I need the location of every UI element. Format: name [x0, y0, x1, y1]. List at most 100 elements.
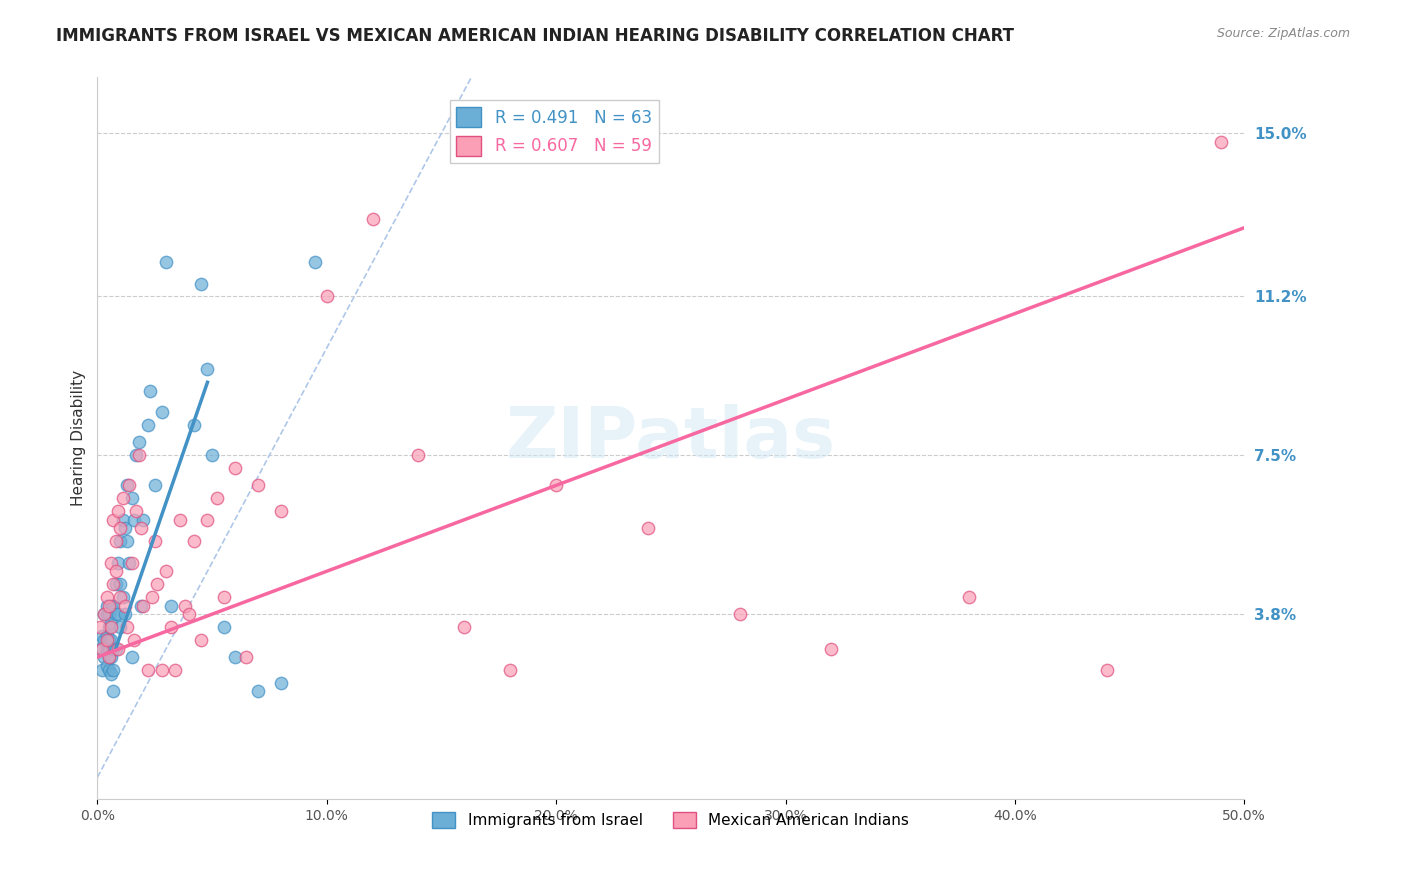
- Immigrants from Israel: [96, 641, 118, 656]
- Immigrants from Israel: [110, 534, 132, 549]
- Immigrants from Israel: [118, 556, 141, 570]
- Mexican American Indians: [104, 564, 127, 578]
- Immigrants from Israel: [114, 607, 136, 622]
- Immigrants from Israel: [128, 435, 150, 450]
- Immigrants from Israel: [111, 513, 134, 527]
- Immigrants from Israel: [104, 577, 127, 591]
- Immigrants from Israel: [110, 577, 132, 591]
- Mexican American Indians: [408, 448, 430, 462]
- Mexican American Indians: [177, 607, 200, 622]
- Mexican American Indians: [453, 620, 475, 634]
- Mexican American Indians: [728, 607, 751, 622]
- Immigrants from Israel: [96, 658, 118, 673]
- Immigrants from Israel: [103, 684, 125, 698]
- Immigrants from Israel: [103, 599, 125, 613]
- Immigrants from Israel: [97, 650, 120, 665]
- Text: Source: ZipAtlas.com: Source: ZipAtlas.com: [1216, 27, 1350, 40]
- Mexican American Indians: [93, 607, 115, 622]
- Mexican American Indians: [150, 663, 173, 677]
- Mexican American Indians: [224, 461, 246, 475]
- Mexican American Indians: [115, 620, 138, 634]
- Immigrants from Israel: [139, 384, 162, 398]
- Immigrants from Israel: [122, 513, 145, 527]
- Immigrants from Israel: [97, 632, 120, 647]
- Immigrants from Israel: [155, 255, 177, 269]
- Immigrants from Israel: [91, 663, 114, 677]
- Mexican American Indians: [96, 632, 118, 647]
- Immigrants from Israel: [110, 620, 132, 634]
- Immigrants from Israel: [100, 632, 122, 647]
- Immigrants from Israel: [159, 599, 181, 613]
- Mexican American Indians: [957, 590, 980, 604]
- Immigrants from Israel: [201, 448, 224, 462]
- Mexican American Indians: [1211, 135, 1233, 149]
- Immigrants from Israel: [91, 629, 114, 643]
- Immigrants from Israel: [270, 676, 292, 690]
- Immigrants from Israel: [111, 590, 134, 604]
- Immigrants from Israel: [96, 607, 118, 622]
- Mexican American Indians: [169, 513, 191, 527]
- Mexican American Indians: [103, 513, 125, 527]
- Mexican American Indians: [159, 620, 181, 634]
- Immigrants from Israel: [103, 663, 125, 677]
- Mexican American Indians: [129, 521, 152, 535]
- Mexican American Indians: [190, 632, 212, 647]
- Mexican American Indians: [125, 504, 148, 518]
- Immigrants from Israel: [143, 478, 166, 492]
- Mexican American Indians: [104, 534, 127, 549]
- Immigrants from Israel: [89, 641, 111, 656]
- Immigrants from Israel: [107, 607, 129, 622]
- Mexican American Indians: [128, 448, 150, 462]
- Mexican American Indians: [132, 599, 155, 613]
- Mexican American Indians: [165, 663, 187, 677]
- Immigrants from Israel: [93, 632, 115, 647]
- Mexican American Indians: [100, 620, 122, 634]
- Mexican American Indians: [146, 577, 169, 591]
- Mexican American Indians: [212, 590, 235, 604]
- Mexican American Indians: [205, 491, 228, 506]
- Mexican American Indians: [110, 521, 132, 535]
- Immigrants from Israel: [183, 418, 205, 433]
- Immigrants from Israel: [212, 620, 235, 634]
- Mexican American Indians: [103, 577, 125, 591]
- Mexican American Indians: [197, 513, 219, 527]
- Mexican American Indians: [111, 491, 134, 506]
- Immigrants from Israel: [136, 418, 159, 433]
- Immigrants from Israel: [224, 650, 246, 665]
- Immigrants from Israel: [100, 599, 122, 613]
- Mexican American Indians: [89, 620, 111, 634]
- Mexican American Indians: [136, 663, 159, 677]
- Mexican American Indians: [107, 641, 129, 656]
- Mexican American Indians: [270, 504, 292, 518]
- Mexican American Indians: [107, 504, 129, 518]
- Immigrants from Israel: [132, 513, 155, 527]
- Immigrants from Israel: [97, 641, 120, 656]
- Mexican American Indians: [100, 556, 122, 570]
- Mexican American Indians: [246, 478, 269, 492]
- Immigrants from Israel: [97, 620, 120, 634]
- Immigrants from Israel: [114, 521, 136, 535]
- Mexican American Indians: [315, 289, 337, 303]
- Immigrants from Israel: [197, 362, 219, 376]
- Mexican American Indians: [114, 599, 136, 613]
- Mexican American Indians: [96, 590, 118, 604]
- Mexican American Indians: [361, 212, 384, 227]
- Immigrants from Israel: [97, 607, 120, 622]
- Immigrants from Israel: [121, 650, 143, 665]
- Mexican American Indians: [499, 663, 522, 677]
- Immigrants from Israel: [104, 607, 127, 622]
- Mexican American Indians: [546, 478, 568, 492]
- Mexican American Indians: [118, 478, 141, 492]
- Immigrants from Israel: [96, 599, 118, 613]
- Mexican American Indians: [820, 641, 842, 656]
- Mexican American Indians: [91, 641, 114, 656]
- Mexican American Indians: [637, 521, 659, 535]
- Immigrants from Israel: [129, 599, 152, 613]
- Immigrants from Israel: [107, 556, 129, 570]
- Mexican American Indians: [1095, 663, 1118, 677]
- Immigrants from Israel: [246, 684, 269, 698]
- Mexican American Indians: [122, 632, 145, 647]
- Mexican American Indians: [121, 556, 143, 570]
- Mexican American Indians: [110, 590, 132, 604]
- Mexican American Indians: [183, 534, 205, 549]
